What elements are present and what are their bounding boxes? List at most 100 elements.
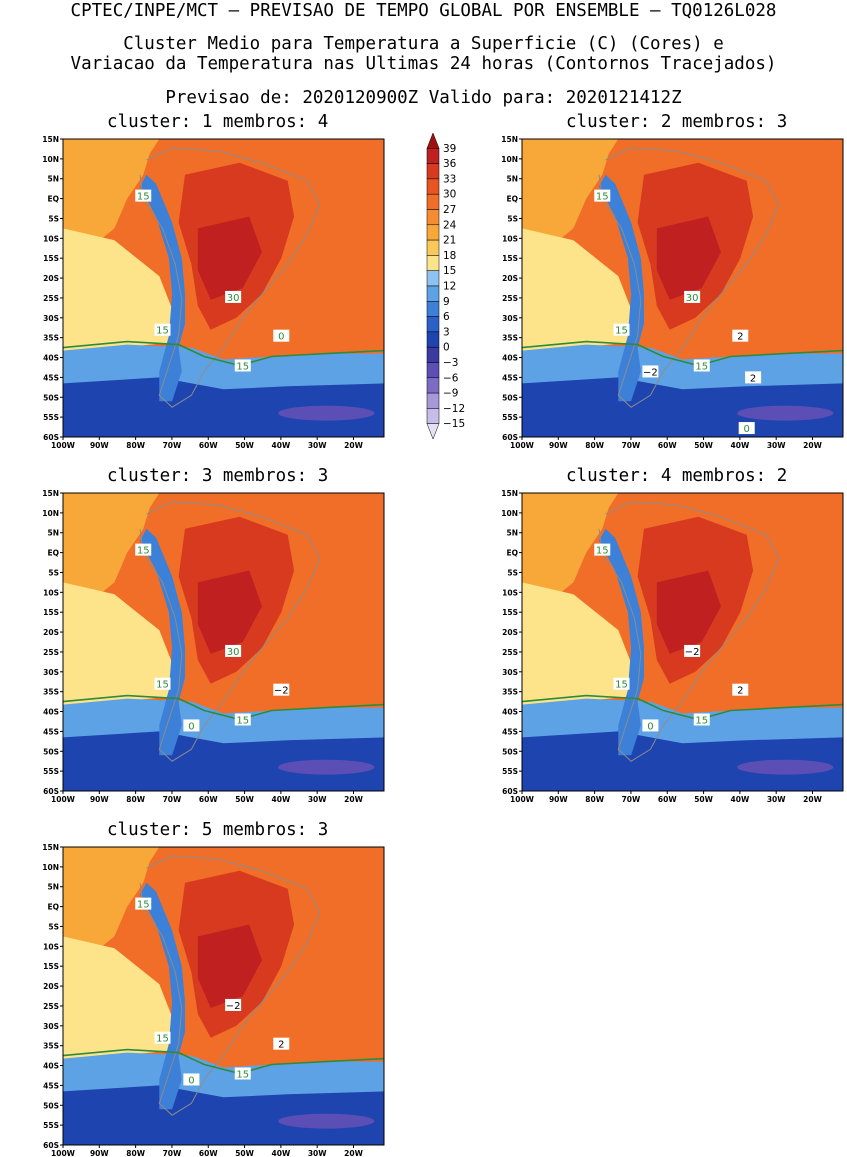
lon-tick-label: 50W	[235, 795, 254, 804]
contour-label-box	[135, 543, 152, 556]
lat-tick-label: 15S	[502, 254, 518, 263]
lon-tick-label: 60W	[658, 795, 677, 804]
lat-tick-label: 30S	[43, 1022, 59, 1031]
lon-tick-label: 70W	[622, 795, 641, 804]
colorbar-swatch	[426, 331, 440, 348]
colorbar-swatch	[426, 270, 440, 287]
contour-label-box	[693, 713, 710, 726]
lat-tick-label: 5N	[507, 175, 519, 184]
contour-label: 2	[737, 686, 743, 697]
pacific-cool-region	[63, 228, 179, 354]
lat-tick-label: EQ	[507, 549, 519, 558]
lat-tick-label: 5S	[507, 568, 518, 577]
lon-tick-label: 70W	[622, 441, 641, 450]
contour-label: −2	[226, 1001, 241, 1012]
colorbar-label: 12	[443, 281, 456, 293]
colorbar-label: −9	[443, 388, 458, 400]
lat-tick-label: 40S	[43, 354, 59, 363]
contour-label-box	[684, 644, 701, 657]
colorbar-swatch	[426, 316, 440, 333]
lon-tick-label: 30W	[308, 441, 327, 450]
lon-tick-label: 20W	[803, 441, 822, 450]
map-panel-cluster-2: 15 15 15 30 2 −2 2 0 15N 10N 5N EQ 5S 10S 15S 20S 25S 30S…	[501, 135, 844, 450]
colorbar-label: −15	[443, 418, 465, 430]
panel-title-cluster-2: cluster: 2 membros: 3	[566, 112, 788, 132]
contour-label-box	[225, 998, 242, 1011]
contour-label-box	[273, 329, 290, 342]
lat-tick-label: 10N	[501, 155, 518, 164]
colorbar-swatch	[426, 362, 440, 379]
lat-tick-label: 30S	[502, 668, 518, 677]
lat-tick-label: 60S	[502, 787, 518, 796]
contour-label-box	[183, 719, 200, 732]
contour-label: 15	[156, 1034, 169, 1045]
lat-tick-label: 40S	[502, 354, 518, 363]
contour-label: 0	[647, 721, 653, 732]
lon-tick-label: 60W	[199, 795, 218, 804]
lat-tick-label: 35S	[43, 688, 59, 697]
lat-tick-label: 15N	[501, 489, 518, 498]
lon-tick-label: 80W	[585, 795, 604, 804]
panel-title-cluster-5: cluster: 5 membros: 3	[107, 820, 329, 840]
contour-label: 15	[156, 326, 169, 337]
colorbar-label: 18	[443, 250, 456, 262]
contour-label-box	[154, 1031, 171, 1044]
colorbar-label: 6	[443, 311, 450, 323]
lat-tick-label: 60S	[43, 787, 59, 796]
contour-label-box	[273, 1037, 290, 1050]
contour-label-box	[642, 719, 659, 732]
lat-tick-label: 15S	[502, 608, 518, 617]
lat-tick-label: 35S	[43, 1042, 59, 1051]
antarctic-cold-patch	[737, 759, 834, 775]
lat-tick-label: 10S	[502, 234, 518, 243]
map-frame	[62, 492, 385, 792]
contour-label-box	[738, 422, 755, 435]
colorbar-label: 21	[443, 235, 456, 247]
lon-tick-label: 100W	[51, 1149, 76, 1157]
lat-tick-label: 15N	[501, 135, 518, 144]
header-line-3: Variacao da Temperatura nas Ultimas 24 h…	[70, 54, 777, 74]
lat-tick-label: 55S	[502, 413, 518, 422]
colorbar-bottom-arrow	[426, 423, 440, 440]
lon-tick-label: 100W	[510, 441, 535, 450]
antarctic-cold-patch	[278, 759, 375, 775]
contour-label: 15	[137, 192, 150, 203]
colorbar-label: 36	[443, 158, 457, 170]
lat-tick-label: 55S	[502, 767, 518, 776]
colorbar-label: 15	[443, 265, 456, 277]
contour-label-box	[613, 323, 630, 336]
lat-tick-label: 55S	[43, 767, 59, 776]
lon-tick-label: 50W	[235, 441, 254, 450]
lat-tick-label: 25S	[502, 294, 518, 303]
lat-tick-label: 25S	[43, 648, 59, 657]
contour-label: 15	[596, 546, 609, 557]
lat-tick-label: 30S	[502, 314, 518, 323]
lat-tick-label: 25S	[502, 648, 518, 657]
contour-15	[62, 340, 385, 367]
map-frame	[62, 138, 385, 438]
contour-15	[62, 1048, 385, 1075]
lat-tick-label: 25S	[43, 1002, 59, 1011]
header-line-4: Previsao de: 2020120900Z Valido para: 20…	[165, 88, 682, 108]
lon-tick-label: 40W	[272, 1149, 291, 1157]
colorbar-swatch	[426, 239, 440, 256]
lat-tick-label: 10S	[43, 588, 59, 597]
contour-label-box	[613, 677, 630, 690]
colorbar-swatch	[426, 346, 440, 363]
antarctic-cold-patch	[278, 405, 375, 421]
lon-tick-label: 30W	[308, 1149, 327, 1157]
lat-tick-label: 40S	[43, 1062, 59, 1071]
lon-tick-label: 20W	[344, 1149, 363, 1157]
map-frame	[62, 846, 385, 1146]
lon-tick-label: 100W	[51, 441, 76, 450]
contour-label: −2	[643, 367, 658, 378]
lon-tick-label: 40W	[731, 441, 750, 450]
contour-label: 30	[227, 293, 240, 304]
lat-tick-label: 15S	[43, 254, 59, 263]
lat-tick-label: 45S	[502, 373, 518, 382]
lat-tick-label: 10S	[43, 942, 59, 951]
lat-tick-label: EQ	[48, 903, 60, 912]
lat-tick-label: 45S	[43, 1081, 59, 1090]
colorbar-swatch	[426, 408, 440, 424]
